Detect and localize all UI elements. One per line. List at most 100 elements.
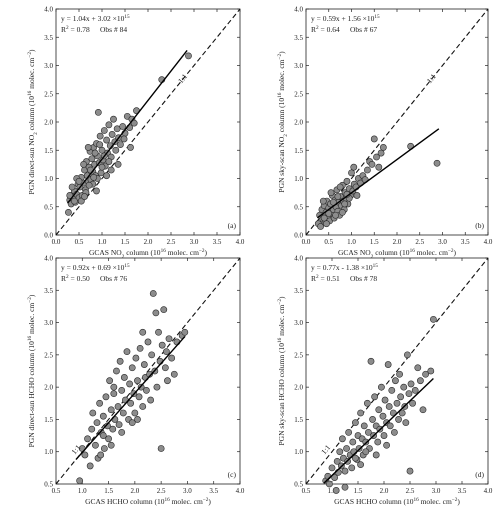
data-point	[93, 419, 101, 427]
data-point	[416, 377, 424, 385]
y-tick-label: 3.0	[294, 319, 303, 327]
data-point	[362, 438, 370, 446]
data-point	[332, 487, 340, 494]
data-point	[336, 448, 344, 456]
data-point	[110, 383, 118, 391]
data-point	[106, 377, 114, 385]
data-point	[99, 412, 107, 420]
x-tick-label: 3.0	[190, 238, 199, 246]
data-point	[116, 357, 124, 365]
y-tick-label: 2.5	[44, 90, 53, 98]
data-point	[97, 451, 105, 459]
r-squared: R2 = 0.78	[61, 25, 90, 34]
data-point	[84, 435, 91, 443]
one-to-one-line	[56, 258, 240, 484]
data-point	[385, 403, 393, 410]
data-point	[75, 177, 83, 185]
data-point	[392, 377, 399, 385]
data-point	[400, 383, 408, 391]
data-point	[119, 123, 127, 130]
data-point	[377, 149, 385, 157]
data-point	[384, 361, 392, 368]
x-tick-label: 2.5	[167, 238, 176, 246]
data-point	[143, 386, 150, 394]
one-to-one-line	[306, 258, 488, 484]
x-tick-label: 0.5	[302, 487, 311, 495]
data-point	[76, 477, 84, 485]
data-point	[135, 393, 143, 401]
data-point	[383, 441, 390, 449]
data-point	[118, 386, 126, 394]
regression-equation: y = 0.77x - 1.38 ×1015	[311, 263, 378, 272]
data-point	[90, 173, 98, 181]
data-point	[86, 462, 94, 470]
data-point	[422, 370, 429, 378]
panel-3: 0.5 1.0 1.5 2.0 2.5 3.0 3.5 4.0 0.5 1.0 1.5 2.0 2.5 3…	[27, 255, 245, 507]
x-tick-label: 1.0	[78, 487, 87, 495]
data-point	[134, 416, 141, 423]
y-tick-label: 1.5	[294, 147, 303, 155]
data-point	[396, 370, 403, 378]
x-tick-label: 2.0	[393, 238, 402, 246]
data-point	[107, 441, 115, 449]
data-point	[107, 406, 115, 414]
data-point	[105, 158, 113, 165]
data-point	[127, 399, 135, 407]
data-point	[148, 351, 156, 359]
y-tick-label: 2.5	[44, 351, 53, 359]
data-point	[88, 425, 96, 433]
data-point	[381, 396, 389, 404]
y-tick-label: 1.0	[294, 175, 303, 183]
y-tick-label: 2.5	[294, 351, 303, 359]
data-point	[161, 364, 169, 372]
y-tick-label: 3.5	[294, 34, 303, 42]
data-point	[98, 163, 106, 171]
data-point	[152, 309, 160, 317]
data-point	[398, 409, 406, 417]
y-tick-label: 3.0	[294, 62, 303, 70]
x-tick-label: 0.5	[52, 487, 61, 495]
x-axis-label: GCAS HCHO column (1016 molec. cm−2)	[85, 497, 211, 506]
data-point	[325, 480, 333, 488]
data-point	[153, 383, 161, 391]
data-point	[110, 115, 117, 123]
data-point	[110, 390, 118, 397]
x-axis-label: GCAS NO2 column (1016 molec. cm−2)	[338, 248, 457, 260]
y-tick-label: 0.0	[294, 232, 303, 240]
x-tick-label: 2.5	[157, 487, 166, 495]
y-tick-label: 1.0	[44, 175, 53, 183]
data-point	[126, 380, 134, 388]
data-point	[402, 419, 410, 427]
data-point	[348, 464, 356, 472]
data-point	[107, 166, 115, 174]
data-point	[118, 428, 126, 436]
y-tick-label: 3.0	[44, 62, 53, 70]
data-point	[411, 386, 419, 394]
y-axis-label: PGN direct-sun NO2 column (1016 molec. c…	[27, 49, 39, 194]
data-point	[341, 467, 349, 475]
data-point	[96, 141, 104, 148]
data-point	[377, 383, 385, 391]
data-point	[103, 172, 110, 180]
data-point	[414, 364, 422, 372]
x-tick-label: 4.0	[236, 487, 245, 495]
data-point	[397, 393, 405, 401]
data-point	[68, 183, 76, 191]
data-point	[96, 132, 104, 140]
x-tick-label: 3.5	[458, 487, 467, 495]
observation-count: Obs # 84	[100, 25, 127, 34]
data-point	[173, 338, 181, 346]
data-point	[132, 354, 140, 362]
data-point	[355, 445, 363, 452]
data-point	[102, 393, 110, 401]
data-point	[433, 159, 441, 167]
data-point	[120, 135, 128, 143]
data-point	[368, 160, 376, 168]
x-tick-label: 1.0	[328, 487, 337, 495]
data-point	[341, 200, 349, 208]
data-point	[119, 409, 127, 417]
data-point	[93, 187, 100, 195]
data-point	[131, 409, 139, 417]
data-point	[117, 141, 124, 148]
panel-1: 0.0 0.5 1.0 1.5 2.0 2.5 3.0 3.5 4.0 0.0 0.5 1.0 1.5 2…	[27, 6, 245, 261]
